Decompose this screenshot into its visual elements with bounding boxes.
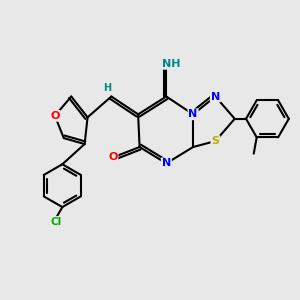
Text: O: O bbox=[108, 152, 118, 162]
Text: Cl: Cl bbox=[51, 217, 62, 227]
Text: O: O bbox=[50, 111, 60, 121]
Text: N: N bbox=[162, 158, 171, 168]
Text: N: N bbox=[211, 92, 220, 101]
Text: N: N bbox=[188, 109, 198, 119]
Text: H: H bbox=[103, 82, 111, 93]
Text: NH: NH bbox=[162, 59, 180, 69]
Text: S: S bbox=[212, 136, 219, 146]
